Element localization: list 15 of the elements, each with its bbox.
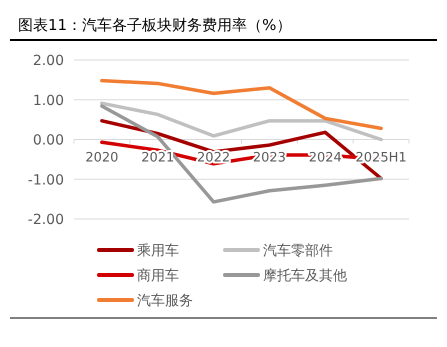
y-tick-label: -1.00 bbox=[28, 172, 64, 188]
y-tick-label: 1.00 bbox=[32, 92, 64, 109]
title: 图表11：汽车各子板块财务费用率（%） bbox=[18, 16, 292, 34]
x-tick-label: 2021 bbox=[141, 150, 174, 166]
legend-label: 乘用车 bbox=[137, 243, 179, 259]
legend-label: 商用车 bbox=[137, 268, 179, 284]
line-series bbox=[100, 78, 383, 130]
x-tick-label: 2020 bbox=[85, 150, 118, 166]
y-tick-label: 0.00 bbox=[32, 132, 64, 148]
line-series bbox=[100, 102, 383, 142]
legend-label: 摩托车及其他 bbox=[263, 268, 347, 284]
legend-label: 汽车零部件 bbox=[263, 243, 333, 259]
y-tick-label: 2.00 bbox=[32, 53, 64, 69]
y-tick-label: -2.00 bbox=[28, 212, 64, 228]
legend-label: 汽车服务 bbox=[137, 293, 193, 309]
